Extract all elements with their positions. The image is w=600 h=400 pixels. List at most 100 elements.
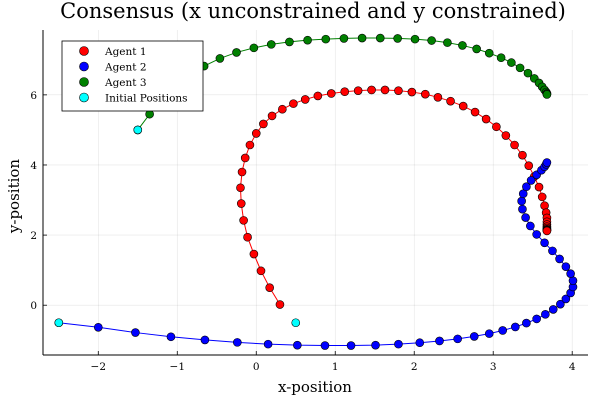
- data-point-series-3: [339, 34, 349, 43]
- data-point-series-3: [515, 63, 525, 73]
- data-point-series-1: [537, 192, 547, 202]
- data-point-series-2: [526, 176, 536, 185]
- data-point-series-1: [420, 89, 430, 99]
- data-point-series-2: [541, 310, 550, 319]
- y-tick-label: 4: [30, 160, 37, 172]
- data-point-series-1: [524, 161, 534, 170]
- legend-marker: [79, 61, 89, 72]
- data-point-series-1: [470, 107, 480, 117]
- legend-marker: [79, 92, 89, 103]
- data-point-series-2: [542, 158, 552, 167]
- data-point-series-3: [542, 90, 552, 99]
- data-point-series-1: [289, 99, 298, 108]
- data-point-series-3: [410, 34, 420, 44]
- data-point-series-3: [266, 40, 276, 49]
- data-point-series-1: [275, 300, 285, 309]
- data-point-series-3: [523, 68, 533, 78]
- data-point-series-1: [326, 89, 336, 98]
- axes: −2 −1 0 1 2 3 4 0 2 4 6: [30, 30, 588, 373]
- data-point-series-2: [320, 341, 330, 350]
- legend-marker: [79, 77, 89, 87]
- data-point-series-3: [427, 36, 436, 45]
- y-axis-label: y-position: [5, 159, 23, 235]
- data-point-series-1: [251, 129, 261, 138]
- data-point-series-2: [233, 338, 242, 347]
- legend-entry-label: Agent 1: [104, 46, 147, 58]
- data-point-series-2: [561, 262, 571, 271]
- x-tick-label: 4: [569, 361, 576, 373]
- data-point-series-1: [367, 85, 376, 95]
- data-point-series-1: [534, 182, 544, 192]
- data-point-series-1: [518, 150, 527, 160]
- x-tick-label: 3: [490, 361, 497, 373]
- data-point-series-2: [166, 332, 176, 342]
- data-point-series-2: [561, 294, 571, 304]
- data-point-series-2: [522, 182, 531, 192]
- data-point-series-2: [511, 322, 520, 332]
- plot-area: [54, 33, 578, 350]
- data-point-series-4: [291, 318, 301, 328]
- data-point-series-1: [265, 283, 274, 292]
- data-point-series-1: [249, 249, 259, 259]
- data-point-series-3: [215, 54, 225, 63]
- data-point-series-2: [521, 213, 530, 222]
- data-point-series-3: [484, 48, 494, 58]
- data-point-series-3: [375, 33, 385, 43]
- data-point-series-2: [532, 314, 541, 324]
- data-point-series-1: [492, 122, 501, 132]
- data-point-series-1: [236, 183, 245, 193]
- data-point-series-2: [526, 221, 535, 231]
- legend-marker: [79, 46, 89, 56]
- data-point-series-3: [507, 58, 516, 67]
- data-point-series-3: [496, 53, 506, 62]
- x-axis-label: x-position: [278, 378, 352, 396]
- data-point-series-1: [542, 226, 552, 236]
- data-point-series-3: [443, 38, 452, 47]
- x-tick-label: 0: [253, 361, 260, 373]
- data-point-series-3: [458, 41, 467, 50]
- data-point-series-2: [200, 335, 210, 345]
- data-point-series-1: [407, 87, 417, 97]
- data-point-series-1: [239, 216, 248, 225]
- data-point-series-1: [510, 140, 519, 150]
- legend-entry-label: Agent 2: [104, 62, 147, 74]
- data-point-series-2: [556, 299, 565, 309]
- data-point-series-2: [548, 305, 558, 314]
- data-point-series-1: [458, 101, 468, 111]
- y-tick-label: 6: [30, 90, 37, 102]
- data-point-series-3: [232, 48, 241, 57]
- legend-entry-label: Agent 3: [104, 77, 147, 89]
- data-point-series-4: [133, 125, 143, 135]
- data-point-series-2: [263, 339, 273, 349]
- data-point-series-3: [285, 37, 294, 47]
- data-point-series-2: [484, 329, 494, 338]
- data-point-series-2: [517, 196, 526, 206]
- data-point-series-1: [237, 167, 247, 177]
- data-point-series-1: [243, 232, 252, 242]
- data-point-series-2: [548, 246, 557, 256]
- x-tick-label: 2: [411, 361, 418, 373]
- data-point-series-3: [249, 43, 259, 53]
- y-tick-label: 2: [30, 230, 37, 242]
- data-point-series-2: [415, 338, 425, 348]
- data-point-series-2: [518, 189, 528, 199]
- data-point-series-1: [278, 104, 287, 114]
- data-point-series-3: [472, 44, 481, 54]
- data-point-series-3: [393, 34, 402, 43]
- data-point-series-1: [300, 95, 310, 104]
- data-point-series-1: [446, 96, 455, 106]
- data-point-series-1: [240, 153, 250, 163]
- data-point-series-3: [303, 35, 312, 45]
- data-point-series-3: [321, 34, 331, 44]
- data-point-series-2: [540, 238, 549, 248]
- data-point-series-1: [433, 93, 443, 102]
- data-point-series-1: [394, 86, 403, 95]
- data-point-series-1: [501, 131, 511, 140]
- data-point-series-2: [518, 204, 527, 214]
- data-point-series-2: [555, 254, 564, 264]
- data-point-series-2: [522, 318, 531, 328]
- data-point-series-4: [54, 318, 64, 328]
- data-point-series-1: [540, 201, 549, 210]
- data-point-series-1: [353, 86, 363, 95]
- data-point-series-2: [453, 334, 462, 344]
